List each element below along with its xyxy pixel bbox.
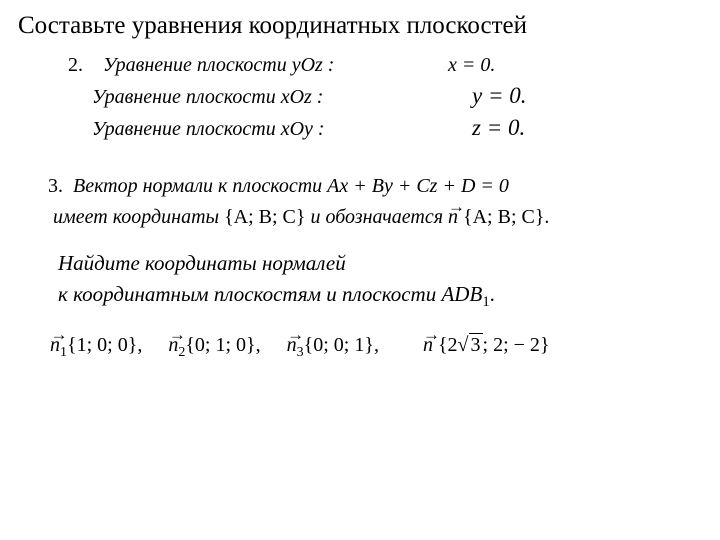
n-close: } bbox=[540, 334, 550, 356]
label-xoz: Уравнение плоскости xOz : bbox=[92, 86, 323, 108]
label-xoy: Уравнение плоскости xOy : bbox=[92, 118, 325, 140]
normals-row: →n1{1; 0; 0}, →n2{0; 1; 0}, →n3{0; 0; 1}… bbox=[50, 333, 702, 361]
coords-abc: {A; B; C} bbox=[224, 206, 305, 228]
eq-xoy: z = 0. bbox=[472, 115, 525, 140]
normal-n2: →n2{0; 1; 0}, bbox=[168, 334, 260, 361]
n-two: 2 bbox=[448, 334, 458, 356]
task-line2-prefix: к координатным плоскостям и плоскости bbox=[58, 282, 441, 306]
denoted-text: и обозначается bbox=[311, 206, 449, 228]
n3-sub: 3 bbox=[297, 345, 304, 360]
row-xoy: Уравнение плоскости xOy : z = 0. bbox=[68, 115, 702, 141]
n2-set: {0; 1; 0}, bbox=[185, 334, 260, 356]
section3-number: 3. bbox=[48, 175, 63, 197]
sqrt-3: √3 bbox=[458, 333, 483, 357]
eq-yoz: x = 0. bbox=[448, 54, 495, 76]
section2-number: 2. bbox=[68, 54, 83, 76]
normal-n3: →n3{0; 0; 1}, bbox=[287, 334, 379, 361]
page-title: Составьте уравнения координатных плоскос… bbox=[18, 12, 702, 40]
adb-sub: 1 bbox=[482, 294, 489, 310]
section-2: 2. Уравнение плоскости yOz : x = 0. Урав… bbox=[68, 54, 702, 141]
eq-xoz: y = 0. bbox=[472, 83, 526, 108]
adb: ADB bbox=[441, 282, 482, 306]
vector-n: → n bbox=[448, 206, 458, 229]
n1-set: {1; 0; 0}, bbox=[67, 334, 142, 356]
label-yoz: Уравнение плоскости yOz : bbox=[103, 54, 334, 76]
n-rest: ; 2; − 2 bbox=[483, 334, 540, 356]
coords-abc-2: {A; B; C}. bbox=[463, 206, 549, 228]
normal-n: →n {2√3; 2; − 2} bbox=[423, 333, 550, 357]
has-coords-text: имеет координаты bbox=[53, 206, 224, 228]
n1-sub: 1 bbox=[60, 345, 67, 360]
task-line1: Найдите координаты нормалей bbox=[58, 251, 702, 276]
task-block: Найдите координаты нормалей к координатн… bbox=[58, 251, 702, 311]
row-xoz: Уравнение плоскости xOz : y = 0. bbox=[68, 83, 702, 109]
section-3: 3. Вектор нормали к плоскости Ax + By + … bbox=[48, 175, 702, 229]
task-period: . bbox=[490, 282, 495, 306]
plane-equation: Ax + By + Cz + D = 0 bbox=[327, 175, 509, 197]
n2-sub: 2 bbox=[178, 345, 185, 360]
radicand: 3 bbox=[469, 333, 483, 357]
normal-n1: →n1{1; 0; 0}, bbox=[50, 334, 142, 361]
row-yoz: 2. Уравнение плоскости yOz : x = 0. bbox=[68, 54, 702, 77]
n3-set: {0; 0; 1}, bbox=[304, 334, 379, 356]
normal-vector-text: Вектор нормали к плоскости bbox=[73, 175, 327, 197]
